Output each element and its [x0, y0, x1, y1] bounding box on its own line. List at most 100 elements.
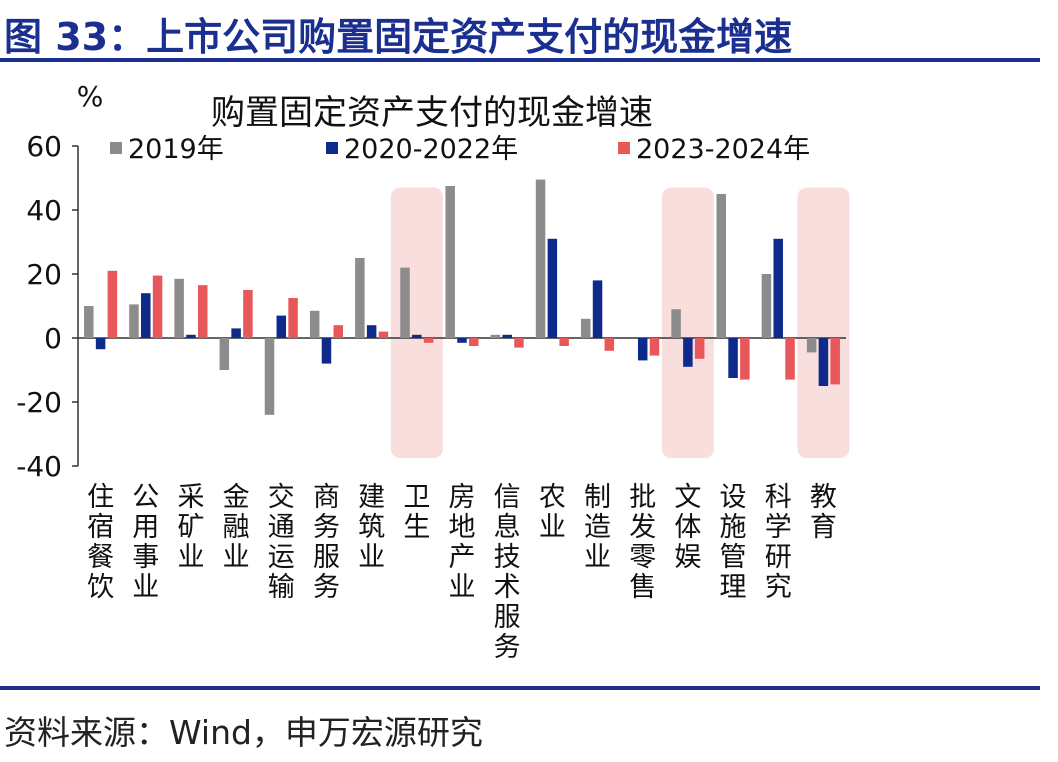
legend-swatch — [326, 142, 338, 154]
x-category-char: 筑 — [358, 512, 385, 543]
bar-3 — [197, 285, 208, 338]
bar-1 — [219, 338, 230, 370]
bar-3 — [423, 338, 434, 343]
x-category-char: 娱 — [674, 542, 701, 573]
bar-3 — [514, 338, 524, 348]
x-category-char: 采 — [177, 482, 204, 513]
x-category-char: 发 — [629, 512, 656, 543]
bar-2 — [592, 280, 603, 338]
y-tick-label: -20 — [16, 386, 62, 419]
x-category-char: 业 — [449, 572, 476, 603]
x-category-char: 息 — [494, 512, 521, 543]
bar-3 — [378, 331, 389, 338]
x-category-char: 施 — [720, 512, 747, 543]
y-tick-label: 60 — [26, 130, 62, 163]
bar-1 — [535, 179, 546, 338]
x-category-char: 公 — [132, 482, 159, 513]
x-category-char: 业 — [358, 542, 385, 573]
bar-2 — [141, 293, 151, 338]
figure-title: 图 33：上市公司购置固定资产支付的现金增速 — [4, 15, 793, 59]
bar-1 — [716, 194, 727, 338]
legend-label: 2020-2022年 — [344, 134, 518, 165]
x-category-char: 通 — [268, 512, 295, 543]
x-category-char: 交 — [268, 482, 295, 513]
top-divider — [0, 58, 1040, 62]
bar-3 — [604, 338, 615, 351]
category-label-layer: 住宿餐饮公用事业采矿业金融业交通运输商务服务建筑业卫生房地产业信息技术服务农业制… — [87, 482, 837, 663]
bar-1 — [671, 309, 681, 338]
legend-swatch — [110, 142, 122, 154]
y-tick-label: 0 — [44, 322, 62, 355]
x-category-char: 矿 — [177, 512, 204, 543]
x-category-char: 售 — [629, 572, 656, 603]
bar-1 — [174, 278, 184, 338]
x-category-char: 研 — [765, 542, 792, 573]
bar-3 — [288, 298, 298, 338]
bar-3 — [740, 338, 750, 380]
x-category-char: 业 — [177, 542, 204, 573]
x-category-char: 技 — [494, 542, 521, 573]
bar-2 — [366, 325, 377, 338]
x-category-char: 务 — [313, 572, 340, 603]
x-category-char: 体 — [674, 512, 701, 543]
x-category-char: 设 — [720, 482, 747, 513]
bar-1 — [580, 318, 591, 338]
source-note: 资料来源：Wind，申万宏源研究 — [4, 713, 483, 752]
bar-3 — [243, 290, 253, 338]
bar-2 — [231, 328, 241, 338]
x-category-label: 交通运输 — [268, 482, 295, 603]
bar-1 — [806, 338, 817, 353]
x-category-label: 科学研究 — [765, 482, 792, 603]
x-category-label: 信息技术服务 — [494, 482, 521, 663]
bar-2 — [637, 338, 648, 361]
bar-2 — [457, 338, 467, 343]
bar-2 — [321, 338, 332, 364]
bar-layer — [84, 179, 840, 415]
x-category-label: 公用事业 — [132, 482, 159, 603]
x-category-char: 究 — [765, 572, 792, 603]
bar-2 — [412, 334, 422, 338]
bar-3 — [559, 338, 569, 346]
x-category-char: 用 — [132, 512, 159, 543]
x-category-char: 卫 — [403, 482, 430, 513]
bar-1 — [761, 274, 772, 338]
x-category-label: 制造业 — [584, 482, 611, 573]
chart-title: 购置固定资产支付的现金增速 — [211, 93, 653, 133]
bar-1 — [400, 267, 410, 338]
bar-2 — [547, 238, 558, 338]
bar-3 — [830, 338, 840, 385]
x-category-char: 金 — [223, 482, 250, 513]
bar-1 — [355, 258, 365, 338]
x-category-label: 建筑业 — [358, 482, 385, 573]
x-category-char: 饮 — [87, 572, 114, 603]
x-category-label: 文体娱 — [674, 482, 701, 573]
x-category-label: 采矿业 — [177, 482, 204, 573]
x-category-char: 运 — [268, 542, 295, 573]
x-category-char: 服 — [313, 542, 340, 573]
x-category-label: 批发零售 — [629, 482, 656, 603]
bar-1 — [490, 334, 501, 338]
x-category-char: 造 — [584, 512, 611, 543]
bar-3 — [107, 270, 118, 338]
x-category-char: 输 — [268, 572, 295, 603]
y-tick-label: 40 — [26, 194, 62, 227]
x-category-char: 生 — [403, 512, 430, 543]
y-axis-unit-label: % — [77, 80, 104, 113]
x-category-char: 学 — [765, 512, 792, 543]
x-category-char: 务 — [494, 632, 521, 663]
bar-1 — [264, 338, 275, 415]
bar-2 — [276, 315, 287, 338]
x-category-char: 科 — [765, 482, 792, 513]
bar-2 — [502, 334, 512, 338]
bar-3 — [649, 338, 660, 356]
bar-1 — [129, 304, 139, 338]
highlight-box — [390, 187, 443, 458]
x-category-char: 管 — [720, 542, 747, 573]
x-category-char: 理 — [720, 572, 747, 603]
x-category-label: 房地产业 — [449, 482, 476, 603]
x-category-char: 批 — [629, 482, 656, 513]
highlight-layer — [390, 187, 850, 458]
x-category-char: 房 — [449, 482, 476, 513]
x-category-char: 制 — [584, 482, 611, 513]
